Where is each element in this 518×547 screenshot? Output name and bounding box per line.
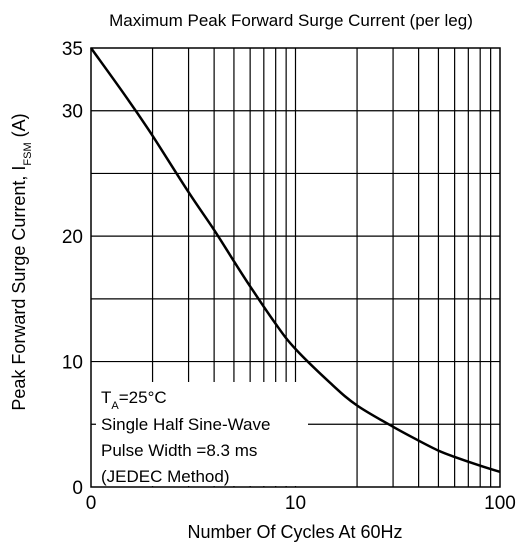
annotation-pulse-width: Pulse Width =8.3 ms xyxy=(101,441,257,460)
y-tick-label: 30 xyxy=(62,102,83,123)
y-tick-label: 0 xyxy=(72,478,83,499)
annotation-ta-sub: A xyxy=(111,400,119,412)
annotation-ta-rest: =25°C xyxy=(119,388,167,407)
annotation-background xyxy=(96,382,308,486)
y-axis-label-sub: FSM xyxy=(22,142,34,165)
plot-frame xyxy=(90,47,501,488)
y-axis-label-unit: (A) xyxy=(9,113,29,142)
x-tick-label: 10 xyxy=(285,493,306,514)
annotation-ta-main: T xyxy=(101,388,111,407)
annotation-temperature: TA=25°C xyxy=(101,388,167,412)
x-tick-label: 0 xyxy=(86,493,97,514)
y-axis-label: Peak Forward Surge Current, IFSM (A) xyxy=(9,113,34,410)
series-line xyxy=(89,47,501,474)
x-axis-label: Number Of Cycles At 60Hz xyxy=(187,522,402,542)
y-tick-label: 10 xyxy=(62,353,83,374)
grid-lines xyxy=(91,48,500,487)
y-tick-label: 35 xyxy=(62,39,83,60)
annotation-method: (JEDEC Method) xyxy=(101,467,229,486)
y-tick-label: 20 xyxy=(62,227,83,248)
annotation-waveform: Single Half Sine-Wave xyxy=(101,415,270,434)
y-axis-label-main: Peak Forward Surge Current, I xyxy=(9,166,29,411)
chart-title: Maximum Peak Forward Surge Current (per … xyxy=(109,11,473,30)
x-tick-label: 100 xyxy=(484,493,516,514)
tick-labels: 0 10 20 30 35 0 10 100 xyxy=(62,39,516,514)
